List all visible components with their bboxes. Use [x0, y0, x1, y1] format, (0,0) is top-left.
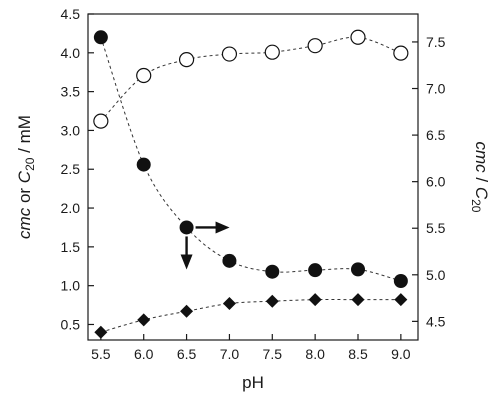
x-tick-label: 7.5: [263, 346, 283, 362]
y-right-tick-label: 4.5: [426, 313, 446, 329]
y-right-tick-label: 5.0: [426, 267, 446, 283]
y-right-tick-label: 5.5: [426, 220, 446, 236]
y-right-tick-label: 7.5: [426, 34, 446, 50]
filled-circle-point: [308, 263, 323, 278]
y-left-tick-label: 4.0: [61, 45, 81, 61]
y-left-tick-label: 4.5: [61, 6, 81, 22]
y-left-tick-label: 3.5: [61, 84, 81, 100]
y-right-label-sub: 20: [469, 199, 483, 213]
filled-circle-point: [136, 157, 151, 172]
y-left-label-unit: / mM: [15, 115, 34, 158]
y-right-tick-label: 6.5: [426, 127, 446, 143]
filled-diamond-point: [394, 293, 408, 307]
arrow-down-head: [180, 254, 193, 270]
filled-diamond-point: [351, 293, 365, 307]
x-tick-label: 7.0: [220, 346, 240, 362]
y-left-tick-label: 1.0: [61, 278, 81, 294]
y-right-tick-label: 7.0: [426, 81, 446, 97]
y-left-label-c: C: [15, 170, 34, 183]
y-left-label-or: or: [15, 183, 34, 208]
y-left-label-cmc: cmc: [15, 207, 34, 239]
open-circle-point: [136, 67, 152, 84]
y-right-label-slash: /: [472, 173, 491, 187]
open-circle-point: [93, 113, 109, 129]
x-axis-label: pH: [242, 373, 264, 392]
filled-circle-point: [265, 264, 280, 279]
open-circle-point: [221, 46, 238, 62]
y-left-tick-label: 2.0: [61, 200, 81, 216]
annotations: [180, 221, 230, 270]
filled-diamond-point: [308, 293, 322, 307]
open-circle-point: [178, 52, 195, 68]
filled-circle-point: [393, 274, 408, 289]
y-right-label-c: C: [472, 187, 491, 200]
y-left-tick-label: 0.5: [61, 316, 81, 332]
filled-circle-point: [179, 220, 194, 235]
x-tick-label: 9.0: [391, 346, 411, 362]
y-left-tick-label: 1.5: [61, 239, 81, 255]
x-tick-label: 6.0: [134, 346, 154, 362]
filled-circle-point: [93, 30, 108, 45]
x-tick-label: 5.5: [91, 346, 111, 362]
filled-diamond-point: [265, 294, 279, 308]
y-left-tick-label: 3.0: [61, 122, 81, 138]
filled-circle-point: [351, 262, 365, 277]
y-right-tick-label: 6.0: [426, 174, 446, 190]
y-right-label-cmc: cmc: [472, 142, 491, 174]
filled-diamond-point: [137, 313, 151, 327]
y-axis-right-label: cmc / C20: [469, 142, 491, 213]
open-circle-point: [264, 44, 280, 60]
data-markers: [93, 29, 409, 339]
ticks-layer: 5.5 6.0 6.5 7.0 7.5 8.0 8.5 9.0 0.5 1.0 1.5 2.0 2.5 3…: [61, 6, 446, 362]
x-tick-label: 6.5: [177, 346, 197, 362]
x-tick-label: 8.0: [305, 346, 325, 362]
arrow-right-head: [215, 221, 230, 234]
filled-diamond-point: [94, 325, 108, 339]
filled-diamond-point: [180, 304, 194, 318]
open-circle-point: [307, 38, 323, 54]
y-left-label-sub: 20: [23, 157, 37, 171]
x-tick-label: 8.5: [348, 346, 368, 362]
y-left-tick-label: 2.5: [61, 161, 81, 177]
filled-diamond-point: [222, 297, 236, 311]
y-axis-left-label: cmc or C20 / mM: [15, 115, 37, 239]
open-circle-point: [350, 29, 366, 45]
open-circle-point: [393, 45, 409, 61]
plot-frame: [87, 13, 419, 341]
filled-circle-point: [222, 253, 237, 268]
